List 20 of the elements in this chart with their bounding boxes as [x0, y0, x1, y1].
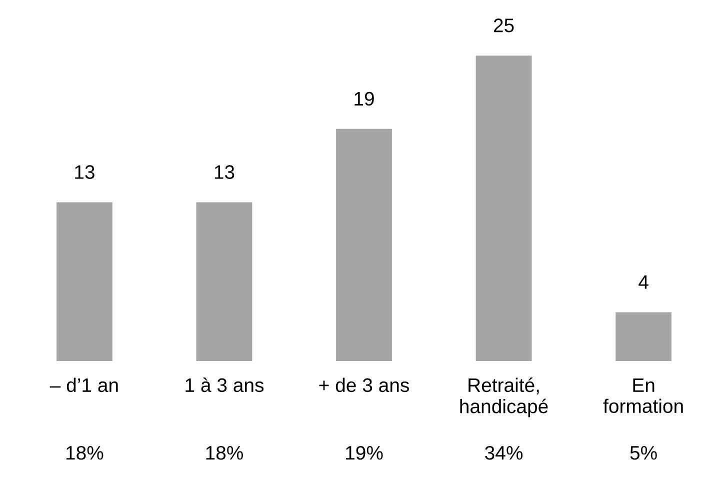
x-tick-label: En formation — [603, 378, 683, 414]
data-label: 13 — [75, 165, 94, 179]
text: 34% — [485, 446, 523, 460]
bar — [56, 202, 112, 362]
bar — [336, 128, 392, 362]
x-tick-label: – d’1 an — [50, 378, 118, 392]
data-label: 13 — [214, 165, 234, 179]
data-label: 19 — [354, 92, 374, 106]
x-tick-label: + de 3 ans — [319, 378, 409, 392]
data-label: 4 — [638, 275, 648, 289]
bar — [476, 56, 532, 362]
x-tick-label: 1 à 3 ans — [186, 378, 264, 392]
bar — [616, 312, 672, 362]
x-tick-label: Retraité, handicapé — [460, 378, 548, 418]
text: 19% — [346, 446, 383, 460]
bar — [196, 202, 252, 362]
text: 18% — [66, 446, 104, 460]
text: 18% — [206, 446, 243, 460]
text: 5% — [630, 446, 657, 460]
data-label: 25 — [494, 18, 514, 32]
